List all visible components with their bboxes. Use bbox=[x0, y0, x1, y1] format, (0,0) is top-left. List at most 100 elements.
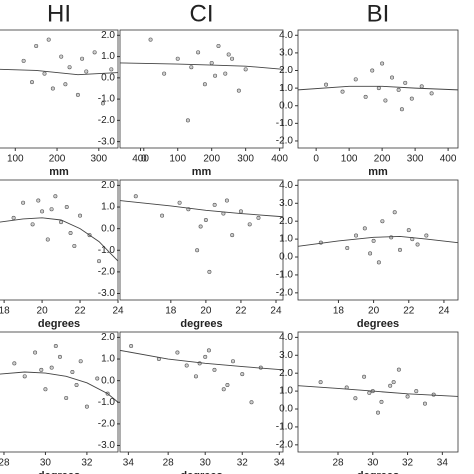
point bbox=[43, 387, 48, 392]
y-tick-label: 0.0 bbox=[101, 223, 115, 234]
plot-area bbox=[119, 331, 284, 453]
point bbox=[95, 376, 100, 381]
point bbox=[67, 65, 72, 70]
point bbox=[223, 71, 228, 76]
point bbox=[129, 344, 134, 349]
point bbox=[415, 242, 420, 247]
point bbox=[249, 400, 254, 405]
fit-curve bbox=[297, 85, 459, 91]
y-tick-label: -1.0 bbox=[98, 94, 116, 105]
y-tick-label: 2.0 bbox=[279, 65, 293, 76]
point bbox=[70, 369, 75, 374]
y-tick-label: 3.0 bbox=[279, 48, 293, 59]
x-tick-label: 20 bbox=[200, 306, 212, 317]
point bbox=[49, 207, 54, 212]
y-tick-label: -2.0 bbox=[276, 439, 294, 450]
y-tick-label: -1.0 bbox=[98, 245, 116, 256]
y-tick-label: 0.0 bbox=[101, 72, 115, 83]
x-tick-label: 32 bbox=[81, 458, 93, 469]
point bbox=[92, 50, 97, 55]
point bbox=[391, 380, 396, 385]
point bbox=[363, 94, 368, 99]
x-tick-label: 24 bbox=[438, 306, 450, 317]
x-axis-label: degrees bbox=[357, 470, 399, 474]
point bbox=[84, 69, 89, 74]
y-tick-label: -1.0 bbox=[98, 397, 116, 408]
x-axis-label: degrees bbox=[357, 318, 399, 330]
y-tick-label: -2.0 bbox=[98, 267, 116, 278]
point bbox=[240, 372, 245, 377]
point bbox=[371, 238, 376, 243]
y-tick-label: -3.0 bbox=[98, 136, 116, 147]
point bbox=[193, 374, 198, 379]
point bbox=[59, 54, 64, 59]
y-tick-label: 1.0 bbox=[279, 386, 293, 397]
y-tick-label: -2.0 bbox=[98, 419, 116, 430]
point bbox=[133, 194, 138, 199]
x-tick-label: 100 bbox=[341, 154, 358, 165]
point bbox=[216, 43, 221, 48]
point bbox=[409, 96, 414, 101]
point bbox=[40, 209, 45, 214]
point bbox=[230, 359, 235, 364]
point bbox=[53, 344, 58, 349]
point bbox=[21, 200, 26, 205]
y-tick-label: 2.0 bbox=[101, 332, 115, 343]
x-tick-label: 24 bbox=[112, 306, 124, 317]
point bbox=[399, 107, 404, 112]
point bbox=[64, 205, 69, 210]
x-tick-label: 400 bbox=[271, 154, 288, 165]
y-tick-label: 0.0 bbox=[279, 100, 293, 111]
fit-curve bbox=[119, 349, 284, 371]
plot-area bbox=[297, 331, 459, 453]
point bbox=[225, 382, 230, 387]
x-tick-label: 18 bbox=[165, 306, 177, 317]
point bbox=[34, 43, 39, 48]
point bbox=[203, 218, 208, 223]
x-tick-label: 100 bbox=[169, 154, 186, 165]
y-tick-label: 4.0 bbox=[279, 30, 293, 41]
y-tick-label: -2.0 bbox=[276, 136, 294, 147]
point bbox=[148, 37, 153, 42]
point bbox=[12, 361, 17, 366]
y-tick-label: 4.0 bbox=[279, 332, 293, 343]
point bbox=[175, 350, 180, 355]
point bbox=[196, 50, 201, 55]
plot-area bbox=[0, 29, 119, 149]
x-tick-label: 0 bbox=[141, 154, 147, 165]
point bbox=[39, 367, 44, 372]
point bbox=[396, 367, 401, 372]
point bbox=[80, 56, 85, 61]
panel: 0 100 200 300 400 2.0 1.0 0.0 -1.0 -2.0 -3.0 mm CI bbox=[98, 0, 289, 178]
point bbox=[379, 399, 384, 404]
x-tick-label: 18 bbox=[0, 306, 10, 317]
point bbox=[78, 213, 83, 218]
point bbox=[397, 247, 402, 252]
point bbox=[230, 233, 235, 238]
point bbox=[224, 198, 229, 203]
panel: 100 200 300 400 mm HI bbox=[0, 0, 149, 178]
x-tick-label: 400 bbox=[440, 154, 457, 165]
panel: 18 20 22 24 2.0 1.0 0.0 -1.0 -2.0 -3.0 degrees bbox=[98, 179, 284, 330]
x-tick-label: 22 bbox=[235, 306, 247, 317]
point bbox=[97, 259, 102, 264]
x-axis-label: mm bbox=[368, 166, 388, 178]
y-tick-label: 3.0 bbox=[279, 350, 293, 361]
panel: 18 20 22 24 4.0 3.0 2.0 1.0 0.0 -1.0 -2.0 degrees bbox=[276, 179, 459, 330]
x-tick-label: 20 bbox=[37, 306, 49, 317]
point bbox=[21, 58, 26, 63]
x-tick-label: 100 bbox=[7, 154, 24, 165]
point bbox=[100, 101, 105, 106]
point bbox=[340, 89, 345, 94]
point bbox=[22, 374, 27, 379]
point bbox=[429, 91, 434, 96]
point bbox=[203, 354, 208, 359]
y-tick-label: 2.0 bbox=[101, 30, 115, 41]
point bbox=[230, 56, 235, 61]
point bbox=[238, 209, 243, 214]
panel: 18 20 22 24 degrees bbox=[0, 179, 124, 330]
point bbox=[247, 222, 252, 227]
x-tick-label: 400 bbox=[132, 154, 149, 165]
point bbox=[370, 68, 375, 73]
